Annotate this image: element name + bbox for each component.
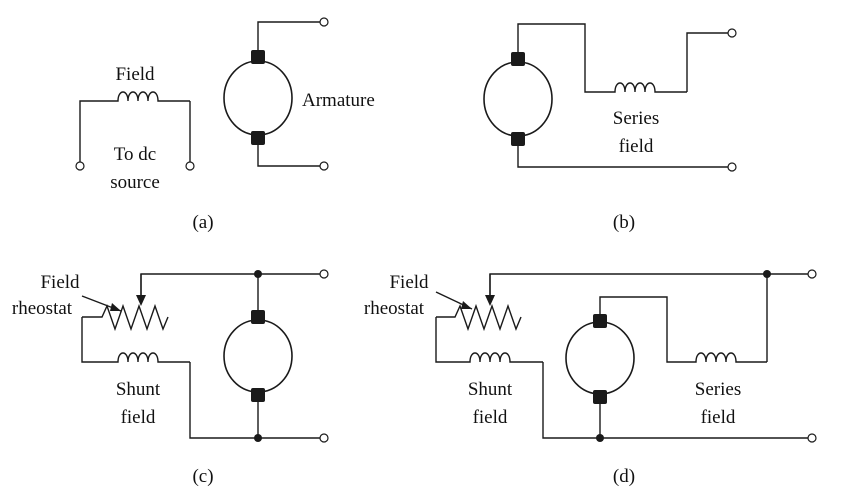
shunt-loop-left xyxy=(81,317,110,363)
shunt-wire-right xyxy=(542,362,808,439)
source-label-line2: source xyxy=(110,172,160,193)
rheostat-label-line2: rheostat xyxy=(12,298,73,319)
diagram-a: Field To dc source Armature (a) xyxy=(75,17,375,233)
shunt-label-line1: Shunt xyxy=(468,379,513,400)
shunt-field-coil xyxy=(110,352,190,363)
wiper-arrow-head xyxy=(485,295,495,306)
series-wire-top xyxy=(517,23,607,93)
brush-top xyxy=(251,310,265,324)
series-label-line1: Series xyxy=(695,379,741,400)
rheostat-label-line1: Field xyxy=(40,272,80,293)
rheostat-resistor xyxy=(82,303,169,332)
terminal-d-bottom[interactable] xyxy=(807,433,817,443)
armature-motor xyxy=(483,61,553,137)
source-terminal-left[interactable] xyxy=(75,161,85,171)
field-label: Field xyxy=(115,64,155,85)
caption-a: (a) xyxy=(192,212,213,233)
terminal-b-top[interactable] xyxy=(727,28,737,38)
top-bus xyxy=(140,273,320,300)
field-wire-left xyxy=(79,100,108,162)
armature-series-wire xyxy=(599,296,688,363)
caption-d: (d) xyxy=(613,466,635,487)
series-label-line2: field xyxy=(619,136,654,157)
wiper-arrow-head xyxy=(136,295,146,306)
diagram-c: Field rheostat Shunt field (c) xyxy=(12,269,329,487)
shunt-wire-right xyxy=(189,362,320,439)
armature-motor xyxy=(223,319,293,393)
shunt-label-line2: field xyxy=(121,407,156,428)
brush-top xyxy=(251,50,265,64)
armature-terminal-bottom[interactable] xyxy=(319,161,329,171)
source-label-line1: To dc xyxy=(114,144,156,165)
rheostat-label-line1: Field xyxy=(389,272,429,293)
series-wire-bottom xyxy=(517,142,728,168)
armature-motor xyxy=(223,60,293,136)
diagram-d: Field rheostat Shunt field Series field … xyxy=(364,269,817,487)
terminal-b-bottom[interactable] xyxy=(727,162,737,172)
series-label-line1: Series xyxy=(613,108,659,129)
rheostat-label-line2: rheostat xyxy=(364,298,425,319)
armature-wire-bottom xyxy=(257,145,320,167)
armature-terminal-top[interactable] xyxy=(319,17,329,27)
brush-top xyxy=(593,314,607,328)
brush-bottom xyxy=(593,390,607,404)
source-terminal-right[interactable] xyxy=(185,161,195,171)
terminal-c-bottom[interactable] xyxy=(319,433,329,443)
brush-bottom xyxy=(511,132,525,146)
shunt-label-line2: field xyxy=(473,407,508,428)
armature-motor xyxy=(565,321,635,395)
terminal-d-top[interactable] xyxy=(807,269,817,279)
brush-top xyxy=(511,52,525,66)
field-coil xyxy=(108,91,190,102)
series-field-coil xyxy=(688,352,767,363)
series-field-coil xyxy=(607,82,687,93)
diagram-b: Series field (b) xyxy=(483,23,737,233)
armature-label: Armature xyxy=(302,90,375,111)
rheostat-pointer-head xyxy=(461,301,472,309)
rheostat-resistor xyxy=(436,303,522,332)
brush-bottom xyxy=(251,131,265,145)
series-wire-out xyxy=(686,32,728,92)
shunt-loop-left xyxy=(435,317,462,363)
terminal-c-top[interactable] xyxy=(319,269,329,279)
top-bus xyxy=(489,273,808,300)
shunt-field-coil xyxy=(462,352,543,363)
armature-wire-top xyxy=(257,21,320,50)
brush-bottom xyxy=(251,388,265,402)
shunt-label-line1: Shunt xyxy=(116,379,161,400)
series-label-line2: field xyxy=(701,407,736,428)
rheostat-pointer-head xyxy=(110,303,121,311)
caption-c: (c) xyxy=(192,466,213,487)
caption-b: (b) xyxy=(613,212,635,233)
